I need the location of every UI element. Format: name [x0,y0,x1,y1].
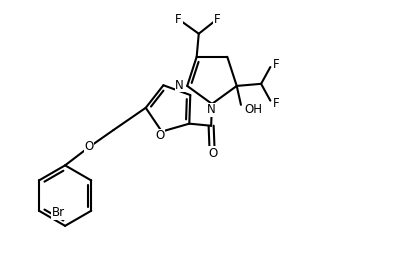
Text: OH: OH [244,103,262,116]
Text: F: F [273,97,279,110]
Text: F: F [175,13,182,26]
Text: Br: Br [52,206,65,219]
Text: F: F [273,58,279,71]
Text: N: N [207,103,215,116]
Text: F: F [214,13,220,26]
Text: N: N [175,79,184,92]
Text: O: O [155,129,164,142]
Text: O: O [84,140,94,153]
Text: O: O [208,147,218,159]
